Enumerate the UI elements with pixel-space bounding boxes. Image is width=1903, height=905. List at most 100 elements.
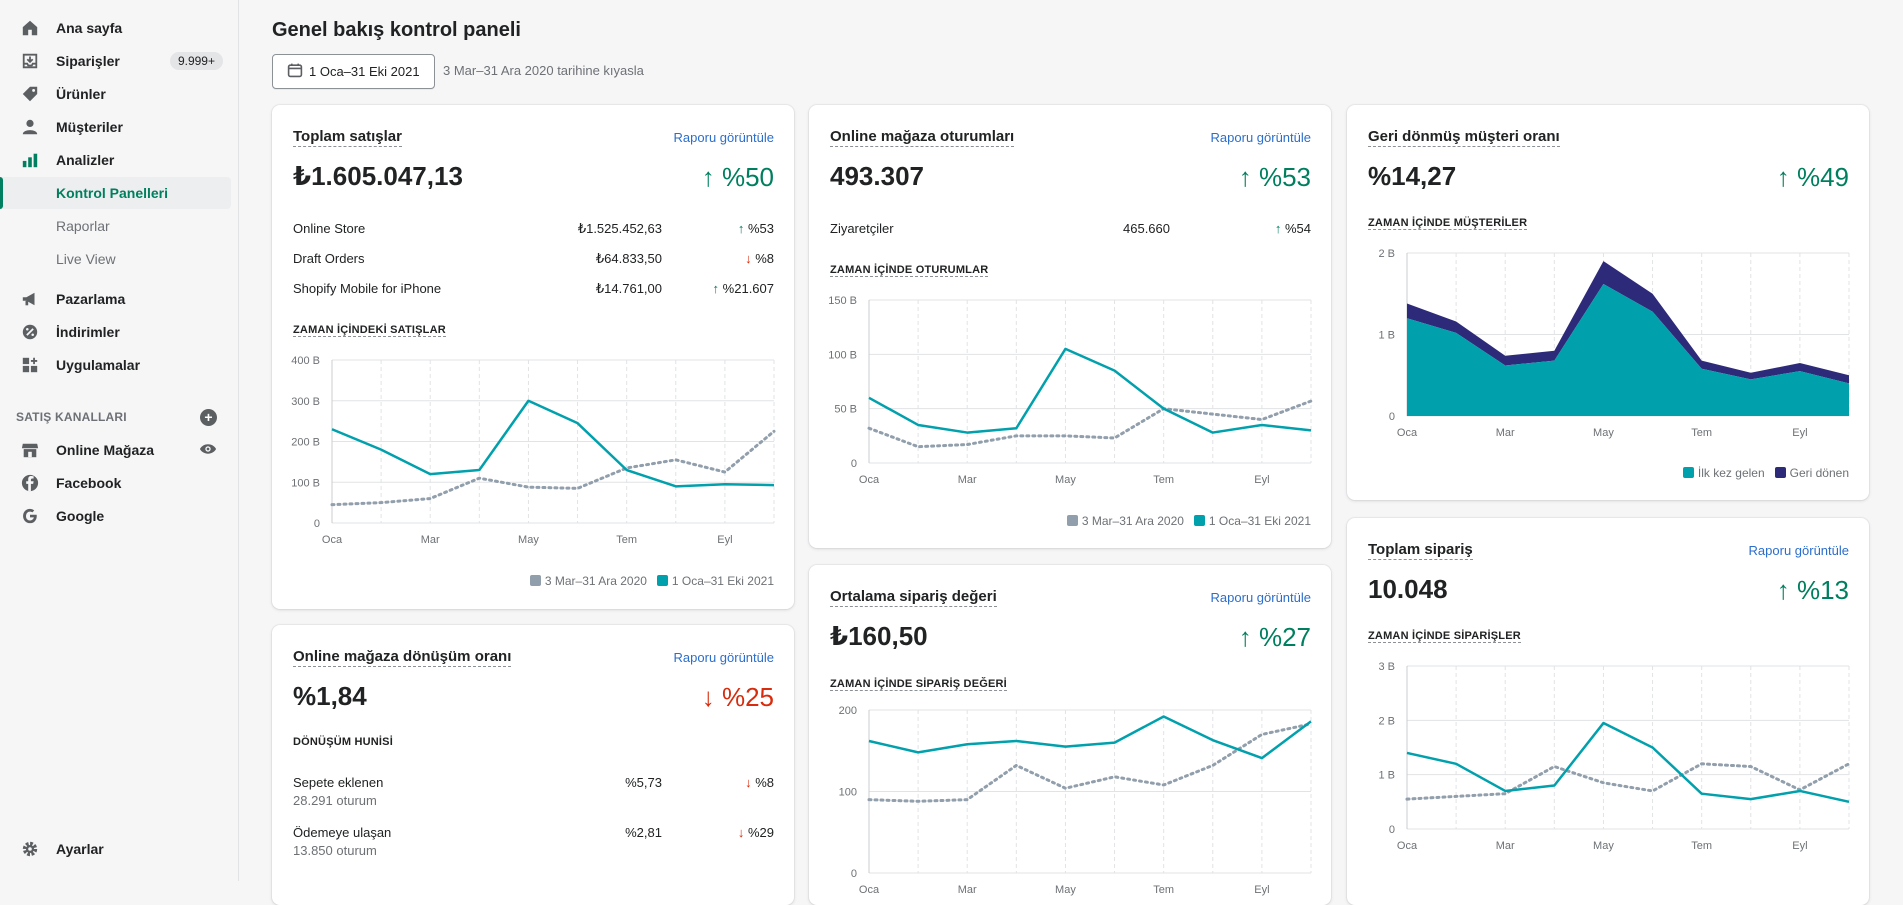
nav-label: Siparişler bbox=[56, 53, 120, 69]
y-tick-label: 100 B bbox=[828, 349, 857, 361]
returning-value: %14,27 bbox=[1368, 161, 1457, 191]
funnel-row: Ödemeye ulaşan 13.850 oturum %2,81 ↓ %29 bbox=[293, 825, 774, 858]
x-tick-label: May bbox=[518, 534, 539, 546]
row-name: Ziyaretçiler bbox=[830, 221, 894, 236]
x-tick-label: Eyl bbox=[1792, 840, 1807, 852]
x-tick-label: Tem bbox=[1153, 884, 1174, 896]
nav-orders[interactable]: Siparişler 9.999+ bbox=[0, 45, 231, 77]
nav-online-store[interactable]: Online Mağaza bbox=[0, 434, 231, 466]
date-range-label: 1 Oca–31 Eki 2021 bbox=[309, 64, 420, 79]
aov-delta: ↑ %27 bbox=[1238, 622, 1311, 652]
area-returning bbox=[1407, 261, 1849, 384]
conversion-delta: ↓ %25 bbox=[701, 682, 774, 712]
megaphone-icon bbox=[20, 289, 40, 309]
nav-label: Online Mağaza bbox=[56, 442, 155, 458]
card-title[interactable]: Online mağaza oturumları bbox=[830, 128, 1015, 147]
x-tick-label: May bbox=[1593, 840, 1614, 852]
x-tick-label: May bbox=[1055, 474, 1076, 486]
legend-item-curr: 1 Oca–31 Eki 2021 bbox=[1193, 514, 1311, 528]
sessions-value: 493.307 bbox=[830, 161, 924, 191]
area-first-time bbox=[1407, 283, 1849, 416]
nav-dashboards[interactable]: Kontrol Panelleri bbox=[0, 177, 231, 209]
view-report-link[interactable]: Raporu görüntüle bbox=[1748, 543, 1849, 558]
page-title: Genel bakış kontrol paneli bbox=[272, 19, 521, 41]
sessions-chart: 0 50 B 100 B 150 B Oca Mar May Tem Eyl bbox=[828, 295, 1313, 486]
google-icon bbox=[20, 506, 40, 526]
sales-chart: 0 100 B 200 B 300 B 400 B Oca Mar May Tem Eyl bbox=[291, 355, 776, 546]
view-report-link[interactable]: Raporu görüntüle bbox=[1210, 590, 1311, 605]
nav-discounts[interactable]: İndirimler bbox=[0, 316, 231, 348]
x-tick-label: Mar bbox=[421, 534, 440, 546]
row-name: Ödemeye ulaşan bbox=[293, 825, 392, 840]
nav-label: Analizler bbox=[56, 152, 115, 168]
y-tick-label: 0 bbox=[1389, 824, 1395, 836]
y-tick-label: 1 B bbox=[1378, 770, 1395, 782]
conversion-value: %1,84 bbox=[293, 681, 367, 711]
x-tick-label: May bbox=[1593, 427, 1614, 439]
nav-analytics[interactable]: Analizler bbox=[0, 144, 231, 176]
y-tick-label: 2 B bbox=[1378, 715, 1395, 727]
series-line-current bbox=[331, 399, 775, 488]
row-value: 465.660 bbox=[1123, 221, 1170, 236]
nav-sub-label: Kontrol Panelleri bbox=[56, 185, 169, 201]
legend-label: Geri dönen bbox=[1789, 466, 1849, 480]
nav-label: Uygulamalar bbox=[56, 357, 141, 373]
nav-marketing[interactable]: Pazarlama bbox=[0, 283, 231, 315]
card-title[interactable]: Online mağaza dönüşüm oranı bbox=[293, 648, 512, 667]
y-tick-label: 0 bbox=[851, 868, 857, 880]
card-title[interactable]: Geri dönmüş müşteri oranı bbox=[1368, 128, 1560, 147]
nav-products[interactable]: Ürünler bbox=[0, 78, 231, 110]
nav-home[interactable]: Ana sayfa bbox=[0, 12, 231, 44]
nav-sub-label: Raporlar bbox=[56, 218, 110, 234]
nav-settings[interactable]: Ayarlar bbox=[0, 833, 231, 865]
sessions-delta: ↑ %53 bbox=[1238, 162, 1311, 192]
legend-item-curr: 1 Oca–31 Eki 2021 bbox=[656, 574, 774, 588]
card-title[interactable]: Toplam satışlar bbox=[293, 128, 402, 147]
view-report-link[interactable]: Raporu görüntüle bbox=[673, 650, 774, 665]
legend-label: 3 Mar–31 Ara 2020 bbox=[544, 574, 647, 588]
eye-icon[interactable] bbox=[199, 442, 217, 459]
nav-customers[interactable]: Müşteriler bbox=[0, 111, 231, 143]
legend-label: İlk kez gelen bbox=[1697, 466, 1765, 480]
nav-label: Facebook bbox=[56, 475, 122, 491]
nav-google[interactable]: Google bbox=[0, 500, 231, 532]
row-name: Online Store bbox=[293, 221, 366, 236]
nav-reports[interactable]: Raporlar bbox=[0, 210, 231, 242]
card-title[interactable]: Toplam sipariş bbox=[1368, 541, 1473, 560]
view-report-link[interactable]: Raporu görüntüle bbox=[673, 130, 774, 145]
x-tick-label: Oca bbox=[322, 534, 343, 546]
orders-icon bbox=[20, 51, 40, 71]
view-report-link[interactable]: Raporu görüntüle bbox=[1210, 130, 1311, 145]
nav-label: Ürünler bbox=[56, 86, 106, 102]
add-channel-icon[interactable]: + bbox=[200, 409, 217, 426]
aov-value: ₺160,50 bbox=[830, 621, 928, 651]
chart-label: ZAMAN İÇİNDE SİPARİŞ DEĞERİ bbox=[830, 678, 1007, 691]
legend-label: 1 Oca–31 Eki 2021 bbox=[671, 574, 774, 588]
total-sales-card: Toplam satışlar Raporu görüntüle ₺1.605.… bbox=[272, 105, 794, 609]
legend-item-first-time: İlk kez gelen bbox=[1682, 466, 1765, 480]
y-tick-label: 50 B bbox=[834, 404, 857, 416]
date-range-button[interactable]: 1 Oca–31 Eki 2021 bbox=[272, 54, 435, 89]
nav-apps[interactable]: Uygulamalar bbox=[0, 349, 231, 381]
arrow-down-icon: ↓ bbox=[745, 251, 752, 266]
chart-label: ZAMAN İÇİNDE OTURUMLAR bbox=[830, 264, 989, 277]
y-tick-label: 1 B bbox=[1378, 330, 1395, 342]
sales-channels-label: SATIŞ KANALLARI bbox=[16, 410, 127, 424]
orders-value: 10.048 bbox=[1368, 574, 1448, 604]
facebook-icon bbox=[20, 473, 40, 493]
returning-delta: ↑ %49 bbox=[1776, 162, 1849, 192]
card-title[interactable]: Ortalama sipariş değeri bbox=[830, 588, 997, 607]
series-line-current bbox=[1406, 721, 1850, 804]
row-delta: %8 bbox=[755, 775, 774, 790]
nav-facebook[interactable]: Facebook bbox=[0, 467, 231, 499]
row-delta: %21.607 bbox=[722, 281, 774, 296]
chart-legend: 3 Mar–31 Ara 2020 1 Oca–31 Eki 2021 bbox=[1066, 514, 1311, 528]
sales-row: Shopify Mobile for iPhone ₺14.761,00 ↑ %… bbox=[293, 281, 774, 301]
y-tick-label: 200 B bbox=[291, 437, 320, 449]
gear-icon bbox=[20, 839, 40, 859]
main-content: Genel bakış kontrol paneli 1 Oca–31 Eki … bbox=[240, 0, 1903, 905]
row-value: ₺14.761,00 bbox=[595, 281, 662, 296]
nav-live-view[interactable]: Live View bbox=[0, 243, 231, 275]
chart-label: ZAMAN İÇİNDE SİPARİŞLER bbox=[1368, 630, 1521, 643]
chart-legend: İlk kez gelen Geri dönen bbox=[1682, 466, 1849, 480]
